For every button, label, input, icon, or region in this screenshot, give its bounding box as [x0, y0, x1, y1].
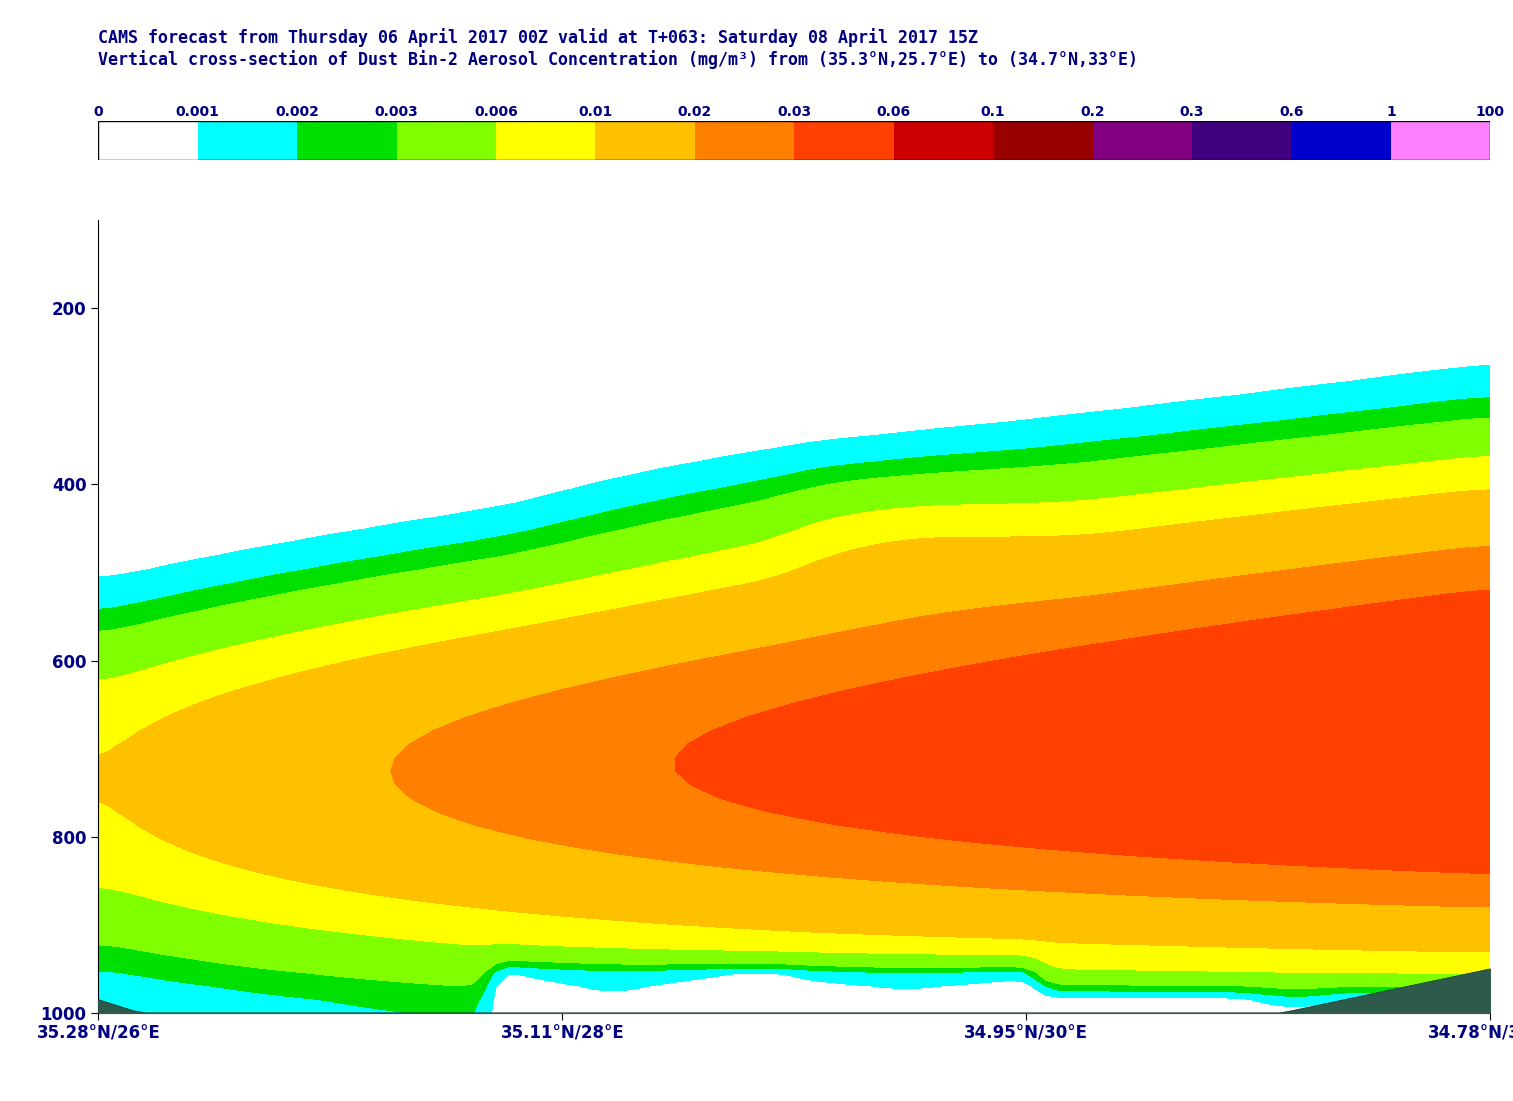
- Text: 0.06: 0.06: [876, 105, 911, 119]
- Text: 0.01: 0.01: [578, 105, 613, 119]
- Bar: [1390, 121, 1490, 160]
- Bar: [993, 121, 1092, 160]
- Text: 0.001: 0.001: [176, 105, 219, 119]
- Text: 0.002: 0.002: [275, 105, 319, 119]
- Text: Vertical cross-section of Dust Bin-2 Aerosol Concentration (mg/m³) from (35.3°N,: Vertical cross-section of Dust Bin-2 Aer…: [98, 50, 1138, 68]
- Text: CAMS forecast from Thursday 06 April 2017 00Z valid at T+063: Saturday 08 April : CAMS forecast from Thursday 06 April 201…: [98, 28, 979, 46]
- Bar: [1092, 121, 1192, 160]
- Bar: [496, 121, 596, 160]
- Bar: [694, 121, 794, 160]
- Text: 0.003: 0.003: [375, 105, 419, 119]
- Bar: [98, 121, 198, 160]
- Bar: [198, 121, 297, 160]
- Bar: [1292, 121, 1390, 160]
- Bar: [596, 121, 694, 160]
- Text: 0.006: 0.006: [474, 105, 517, 119]
- Bar: [396, 121, 496, 160]
- Text: 0.03: 0.03: [778, 105, 811, 119]
- Text: 0: 0: [94, 105, 103, 119]
- Bar: [894, 121, 993, 160]
- Text: 0.6: 0.6: [1278, 105, 1304, 119]
- Bar: [1192, 121, 1292, 160]
- Text: 0.02: 0.02: [678, 105, 713, 119]
- Text: 0.1: 0.1: [980, 105, 1006, 119]
- Text: 100: 100: [1475, 105, 1505, 119]
- Text: 0.2: 0.2: [1080, 105, 1104, 119]
- Text: 1: 1: [1386, 105, 1396, 119]
- Bar: [794, 121, 894, 160]
- Text: 0.3: 0.3: [1180, 105, 1204, 119]
- Bar: [297, 121, 396, 160]
